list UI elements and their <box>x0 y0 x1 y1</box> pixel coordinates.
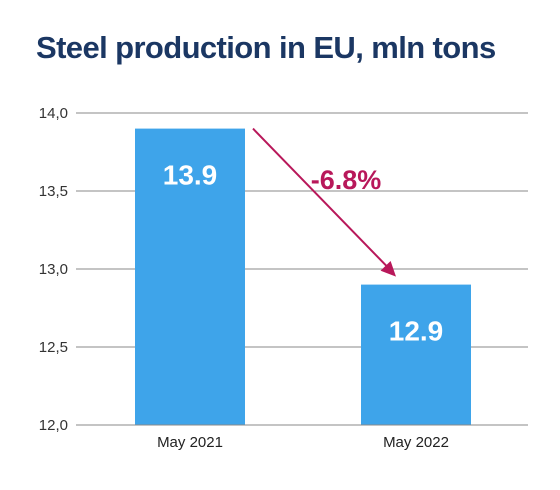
y-tick-label: 12,5 <box>39 339 68 356</box>
chart-title: Steel production in EU, mln tons <box>36 30 496 65</box>
x-tick-label: May 2021 <box>157 434 223 451</box>
change-arrow-line <box>252 127 391 271</box>
bar <box>361 284 471 425</box>
bar <box>135 128 245 425</box>
y-tick-label: 12,0 <box>39 417 68 434</box>
y-tick-label: 13,5 <box>39 183 68 200</box>
y-tick-label: 13,0 <box>39 261 68 278</box>
x-tick-label: May 2022 <box>383 434 449 451</box>
change-percent-label: -6.8% <box>311 165 382 195</box>
change-arrow-head <box>380 260 396 277</box>
bar-data-label: 13.9 <box>163 160 218 191</box>
y-tick-label: 14,0 <box>39 105 68 122</box>
bar-data-label: 12.9 <box>389 316 444 347</box>
